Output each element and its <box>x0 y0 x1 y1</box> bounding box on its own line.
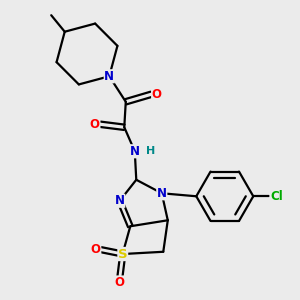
Text: N: N <box>157 187 167 200</box>
Text: O: O <box>152 88 162 101</box>
Text: S: S <box>118 248 128 260</box>
Text: O: O <box>115 276 125 289</box>
Text: N: N <box>130 145 140 158</box>
Text: O: O <box>90 118 100 131</box>
Text: O: O <box>91 243 101 256</box>
Text: N: N <box>104 70 114 83</box>
Text: N: N <box>115 194 125 207</box>
Text: Cl: Cl <box>270 190 283 203</box>
Text: H: H <box>146 146 155 156</box>
